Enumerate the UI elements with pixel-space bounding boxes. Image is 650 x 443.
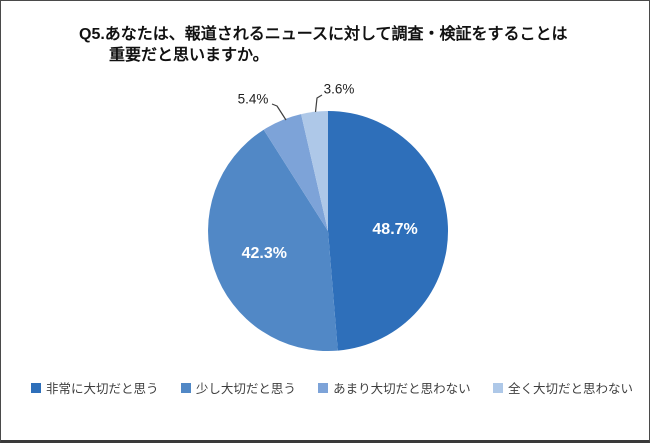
legend: 非常に大切だと思う 少し大切だと思う あまり大切だと思わない 全く大切だと思わない	[31, 378, 633, 397]
legend-label: 全く大切だと思わない	[507, 382, 633, 396]
pie-slice-0	[328, 111, 449, 351]
legend-item-3: 全く大切だと思わない	[492, 378, 633, 397]
leader-line-3	[314, 94, 323, 113]
legend-item-0: 非常に大切だと思う	[31, 378, 159, 397]
pie-slice-2	[263, 114, 328, 231]
pie-slice-label-1: 42.3%	[242, 245, 287, 262]
pie-slice-label-3: 3.6%	[324, 82, 355, 97]
legend-label: 少し大切だと思う	[195, 382, 296, 396]
legend-swatch-icon	[180, 382, 191, 393]
chart-title-line2: 重要だと思いますか。	[109, 47, 269, 64]
legend-swatch-icon	[492, 382, 503, 393]
legend-swatch-icon	[318, 382, 329, 393]
pie-slice-label-2: 5.4%	[238, 92, 269, 107]
leader-line-2	[271, 103, 287, 121]
pie-slice-1	[208, 129, 338, 351]
chart-title-line1: Q5.あなたは、報道されるニュースに対して調査・検証をすることは	[79, 26, 568, 43]
legend-item-1: 少し大切だと思う	[180, 378, 296, 397]
legend-label: あまり大切だと思わない	[333, 382, 471, 396]
legend-swatch-icon	[31, 382, 41, 393]
chart-title: Q5.あなたは、報道されるニュースに対して調査・検証をすることは 重要だと思いま…	[79, 24, 568, 66]
pie-slice-3	[301, 111, 328, 231]
legend-item-2: あまり大切だと思わない	[318, 378, 471, 397]
legend-label: 非常に大切だと思う	[46, 382, 159, 396]
pie-slice-label-0: 48.7%	[372, 221, 417, 238]
